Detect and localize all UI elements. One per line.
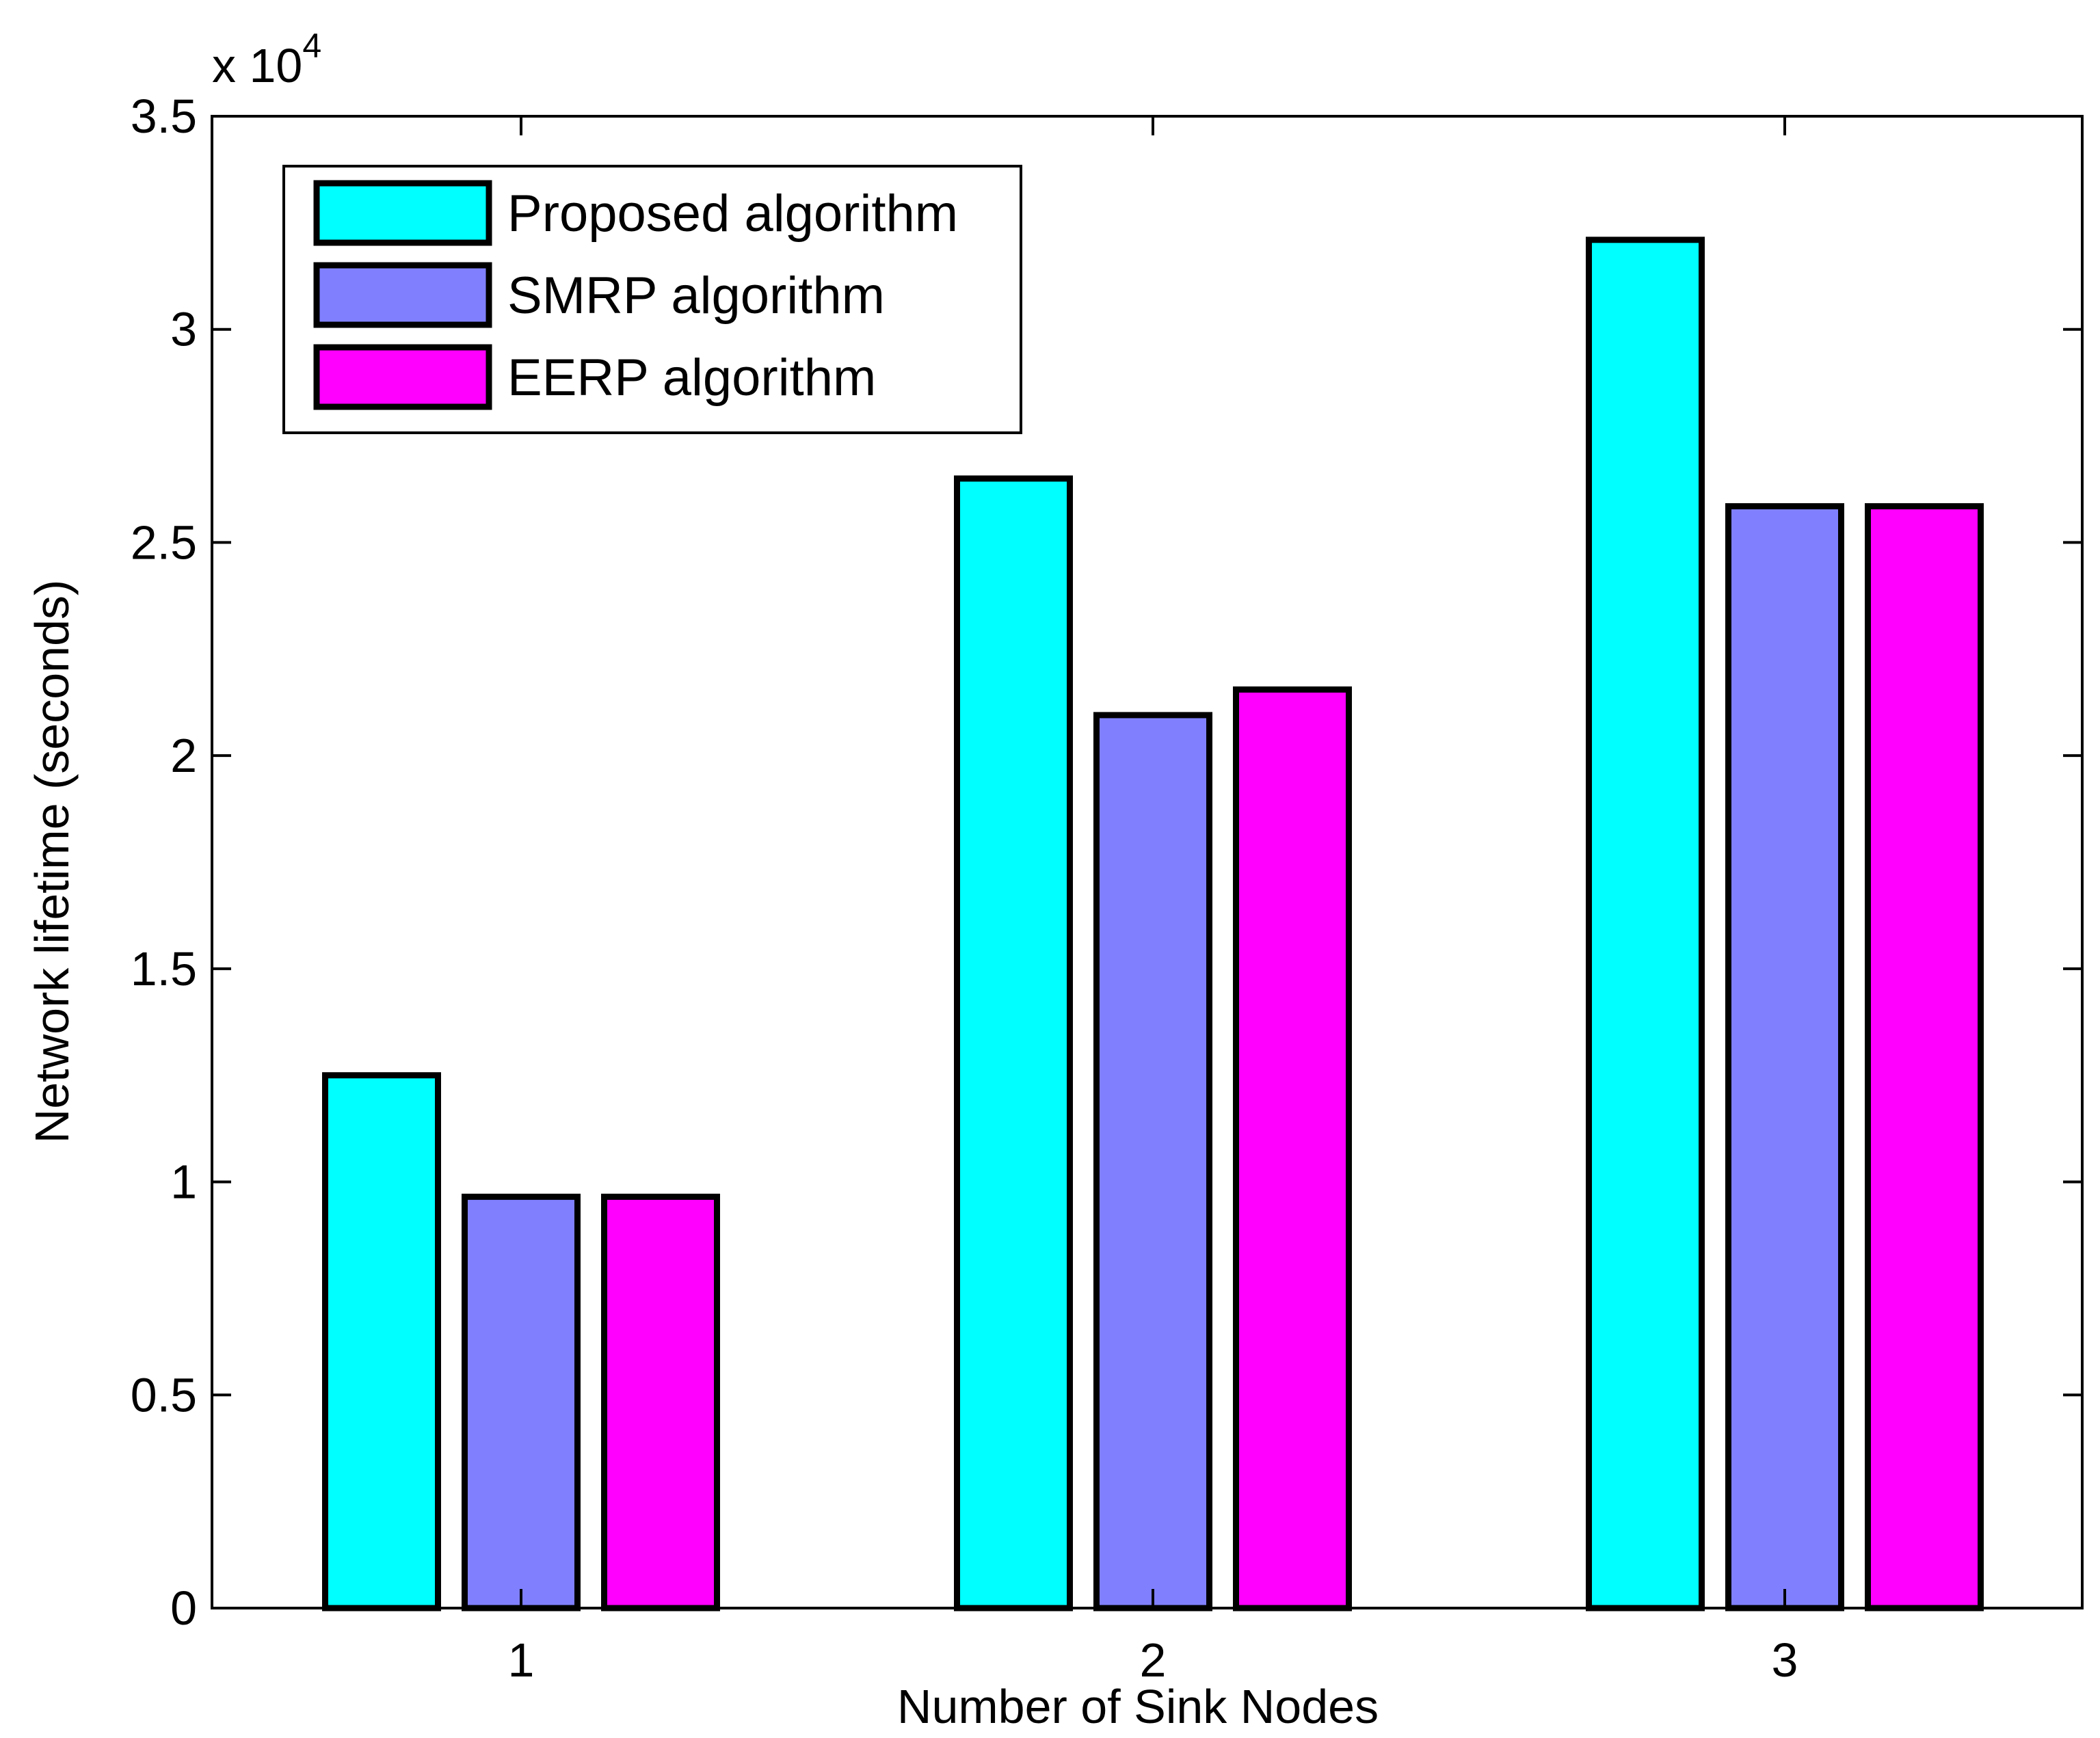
legend-swatch xyxy=(313,180,492,246)
legend-label: EERP algorithm xyxy=(507,349,876,407)
y-tick-label: 3.5 xyxy=(131,90,197,143)
x-tick-label: 2 xyxy=(1140,1633,1167,1687)
bar-proposed-cat-2 xyxy=(954,475,1073,1612)
bar-proposed-cat-1 xyxy=(322,1072,441,1612)
y-tick-label: 0 xyxy=(170,1581,197,1635)
y-tick-label: 2 xyxy=(170,729,197,782)
axes-frame xyxy=(211,115,2084,1609)
y-tick-label: 0.5 xyxy=(131,1368,197,1421)
legend-label: SMRP algorithm xyxy=(507,267,885,325)
y-tick-label: 2.5 xyxy=(131,516,197,569)
y-tick-label: 3 xyxy=(170,303,197,356)
bar-smrp-cat-3 xyxy=(1725,503,1844,1612)
y-axis-title: Network lifetime (seconds) xyxy=(25,580,79,1144)
exponent-label: x 104 xyxy=(212,27,321,92)
bar-eerp-cat-3 xyxy=(1865,503,1984,1612)
bar-proposed-cat-3 xyxy=(1586,237,1705,1612)
y-tick-label: 1 xyxy=(170,1155,197,1209)
bars-group xyxy=(322,237,1984,1612)
legend-swatch xyxy=(313,262,492,328)
bar-smrp-cat-2 xyxy=(1093,712,1212,1612)
exponent-base: x 10 xyxy=(212,39,302,92)
bar-smrp-cat-1 xyxy=(462,1193,581,1612)
bar-eerp-cat-1 xyxy=(601,1193,720,1612)
x-tick-label: 1 xyxy=(508,1633,535,1687)
ticks-group xyxy=(211,115,2084,1609)
legend: Proposed algorithm SMRP algorithm EERP alg… xyxy=(282,165,1022,434)
exponent-power: 4 xyxy=(302,27,321,65)
x-axis-title: Number of Sink Nodes xyxy=(897,1680,1379,1733)
tick-labels-group: 0 0.5 1 1.5 2 2.5 3 3.5 1 2 3 xyxy=(131,90,1798,1687)
legend-swatch xyxy=(313,344,492,410)
legend-label: Proposed algorithm xyxy=(507,185,958,243)
bar-eerp-cat-2 xyxy=(1233,686,1352,1612)
x-tick-label: 3 xyxy=(1772,1633,1798,1687)
y-tick-label: 1.5 xyxy=(131,942,197,995)
